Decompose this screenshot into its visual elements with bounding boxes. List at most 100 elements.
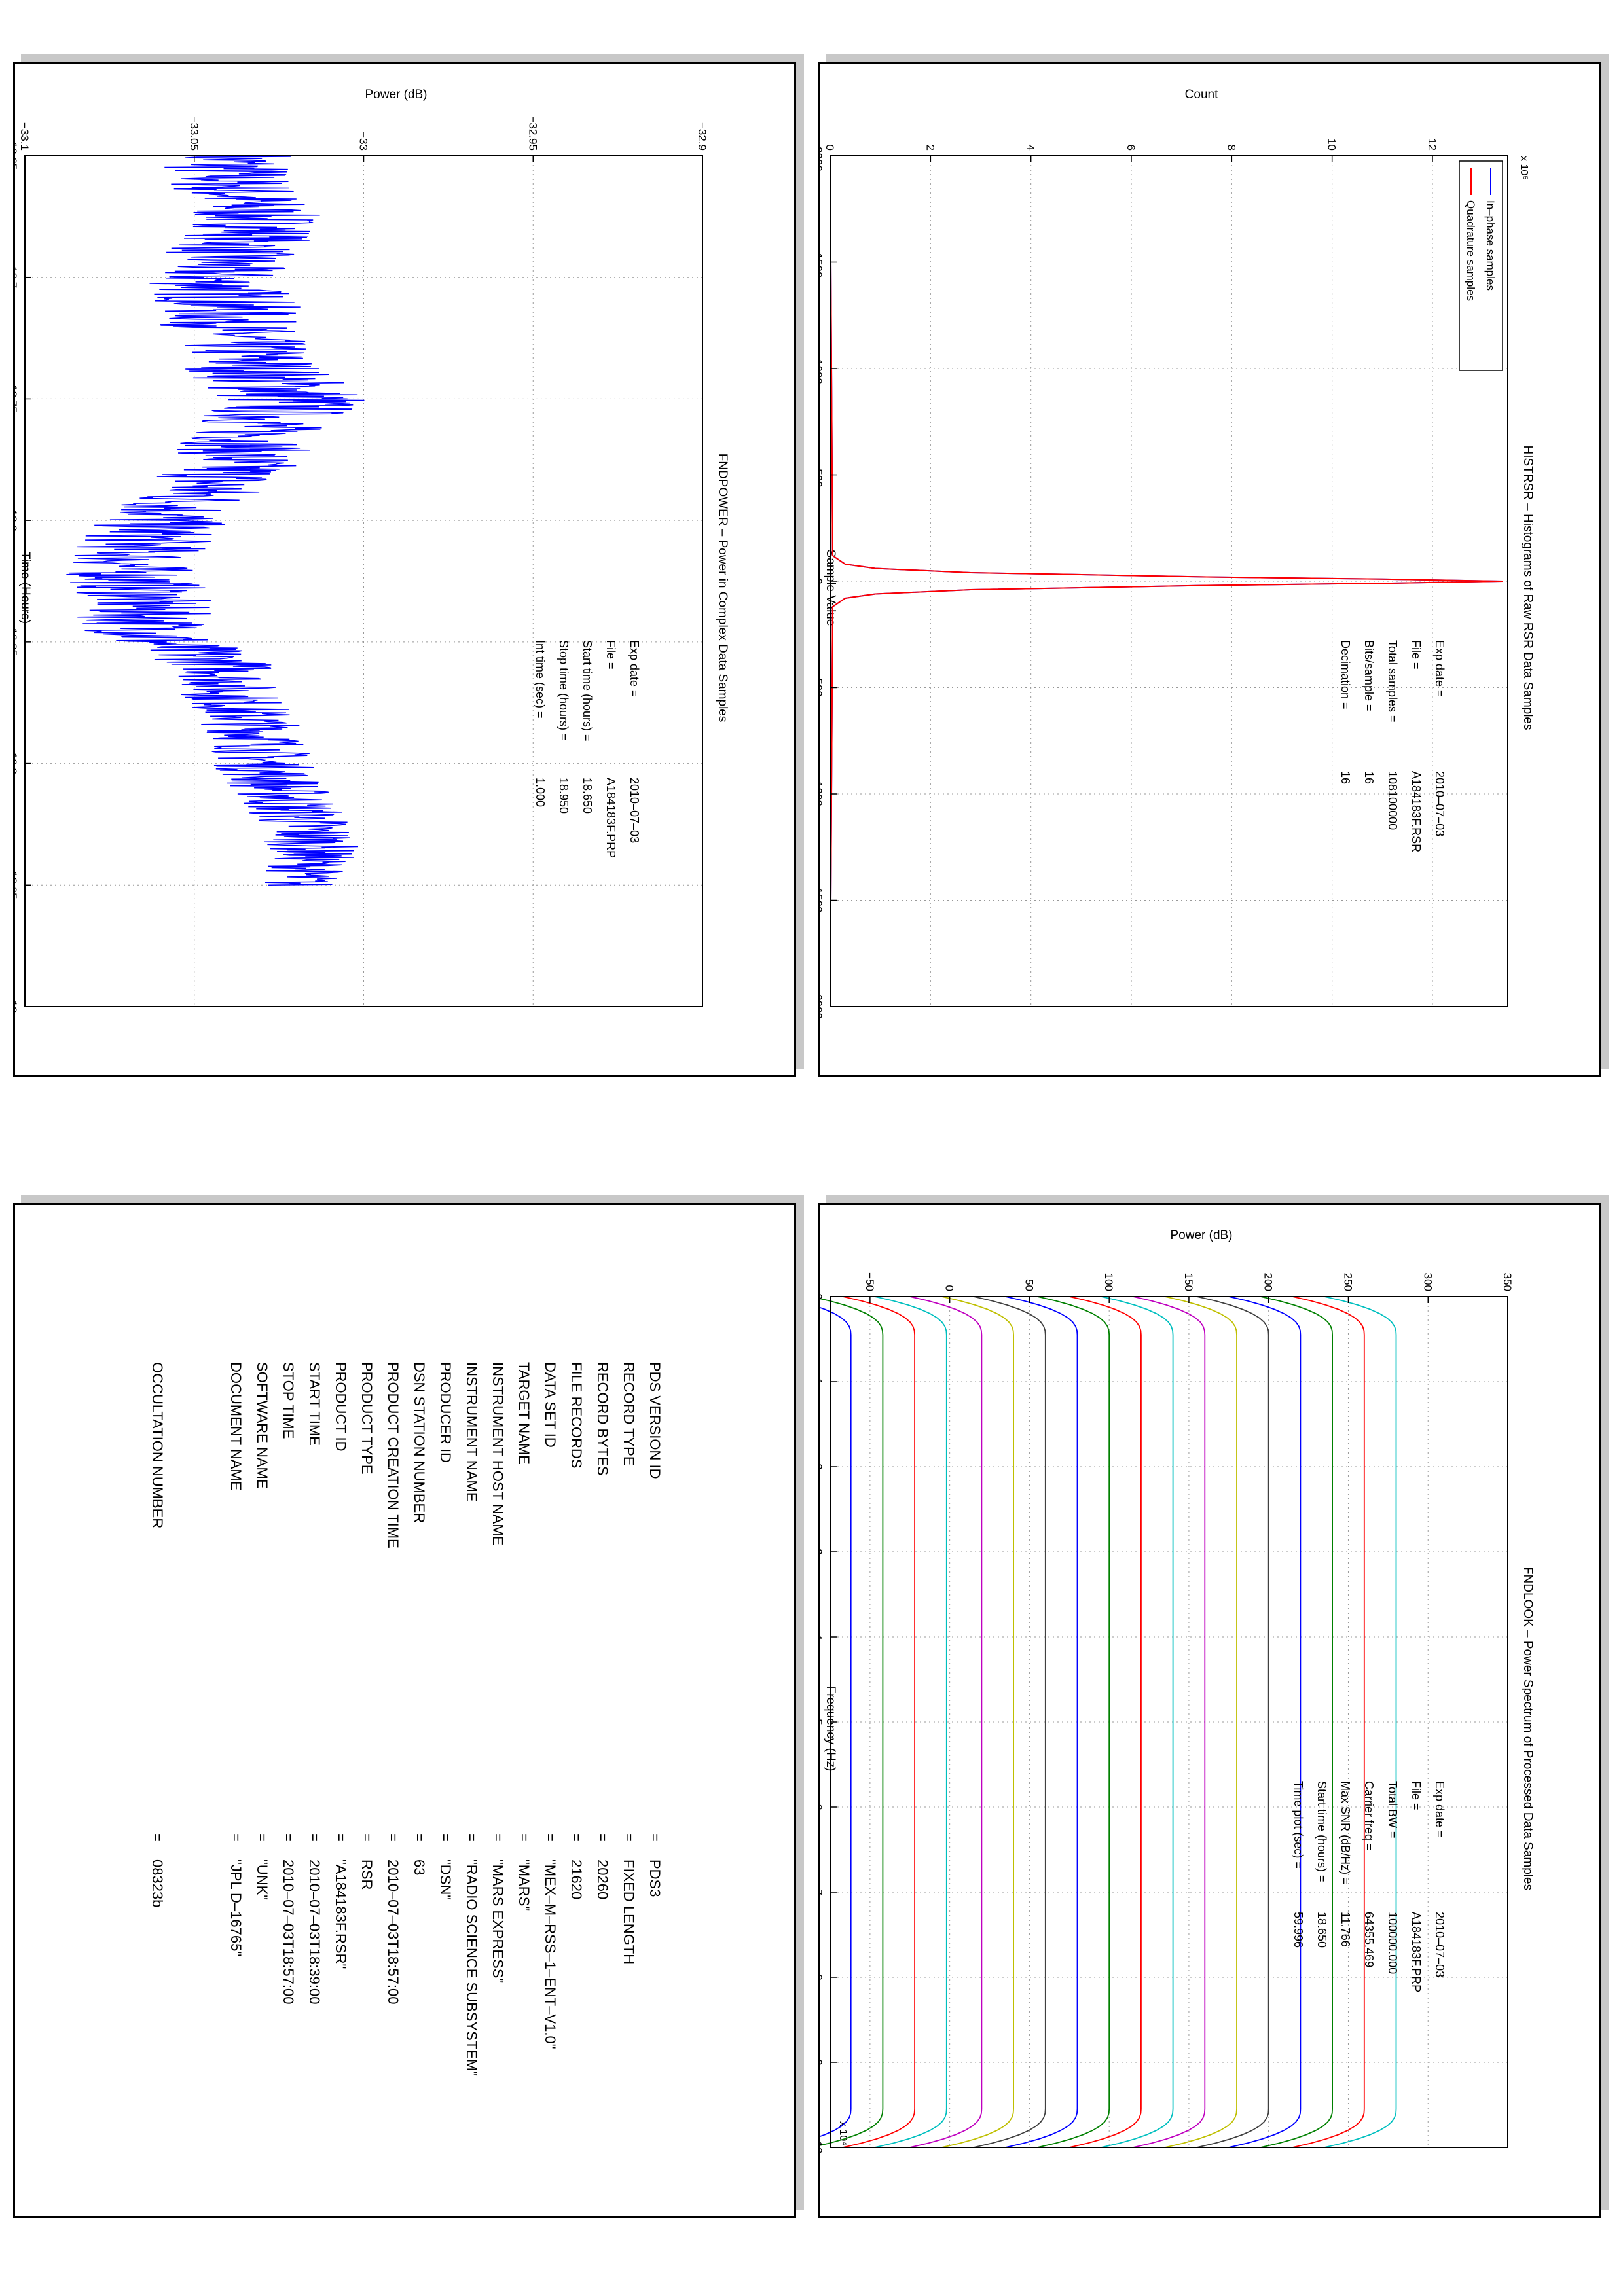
annotation-label: Total BW = bbox=[1386, 1781, 1399, 1839]
fndlook-series-line bbox=[1069, 1296, 1142, 2148]
fndpower-series-trace bbox=[66, 155, 365, 886]
hist-ytick-label: 2 bbox=[924, 145, 936, 151]
look-xtick-label: 3 bbox=[820, 1549, 824, 1554]
annotation-value: 18.650 bbox=[581, 778, 594, 814]
fndlook-series-line bbox=[874, 1296, 947, 2148]
label-value: RSR bbox=[359, 1859, 375, 1890]
fndlook-series-line bbox=[909, 1296, 983, 2148]
annotation-value: 2010–07–03 bbox=[1433, 771, 1446, 836]
look-ytick-label: 150 bbox=[1182, 1273, 1195, 1291]
label-value: 21620 bbox=[568, 1859, 585, 1900]
annotation-value: A184183F.PRP bbox=[1410, 1912, 1423, 1992]
annotation-label: File = bbox=[604, 640, 617, 670]
fndlook-series-line bbox=[1165, 1296, 1237, 2148]
power-ytick-label: −33 bbox=[357, 132, 370, 151]
label-key: PRODUCT ID bbox=[333, 1362, 349, 1452]
hist-xtick-label: −500 bbox=[820, 462, 824, 487]
histrsr-chart: HISTRSR – Histograms of Raw RSR Data Sam… bbox=[820, 88, 1535, 1019]
power-xtick-label: 18.65 bbox=[15, 142, 19, 170]
look-xtick-label: 6 bbox=[820, 1804, 824, 1810]
label-value: "UNK" bbox=[254, 1859, 270, 1901]
power-xtick-label: 18.7 bbox=[15, 266, 19, 288]
fndlook-series-line bbox=[1260, 1296, 1334, 2148]
hist-xtick-label: 0 bbox=[820, 578, 824, 584]
annotation-label: Carrier freq = bbox=[1362, 1781, 1376, 1851]
label-key: INSTRUMENT NAME bbox=[464, 1362, 480, 1502]
look-xtick-label: 4 bbox=[820, 1634, 824, 1640]
power-xtick-label: 18.85 bbox=[15, 628, 19, 656]
annotation-value: 108100000 bbox=[1386, 771, 1399, 830]
power-ytick-label: −33.05 bbox=[188, 117, 200, 151]
hist-ytick-label: 4 bbox=[1025, 145, 1037, 151]
label-value: "RADIO SCIENCE SUBSYSTEM" bbox=[464, 1859, 480, 2077]
fndlook-series-line bbox=[1037, 1296, 1110, 2148]
fndlook-series-line bbox=[973, 1296, 1046, 2148]
power-xtick-label: 18.8 bbox=[15, 510, 19, 531]
look-xtick-label: 2 bbox=[820, 1463, 824, 1469]
fndlook-ylabel: Power (dB) bbox=[1170, 1229, 1232, 1242]
fndlook-panel: FNDLOOK – Power Spectrum of Processed Da… bbox=[818, 1203, 1601, 2218]
annotation-label: Decimation = bbox=[1339, 640, 1352, 709]
power-ytick-label: −33.1 bbox=[18, 122, 31, 151]
hist-xtick-label: 500 bbox=[820, 678, 824, 696]
fndlook-series-line bbox=[1228, 1296, 1302, 2148]
label-key: PRODUCER ID bbox=[437, 1362, 454, 1463]
annotation-value: 18.650 bbox=[1315, 1912, 1328, 1948]
label-equals: = bbox=[437, 1833, 454, 1842]
power-xtick-label: 18.9 bbox=[15, 753, 19, 774]
label-key: START TIME bbox=[306, 1362, 323, 1446]
label-equals: = bbox=[149, 1833, 166, 1842]
label-equals: = bbox=[516, 1833, 532, 1842]
annotation-label: Exp date = bbox=[1433, 1781, 1446, 1838]
label-key: FILE RECORDS bbox=[568, 1362, 585, 1469]
label-equals: = bbox=[228, 1833, 244, 1842]
fndlook-annotations: Exp date = 2010–07–03 File = A184183F.PRP To… bbox=[1292, 1781, 1446, 1992]
histrsr-legend: In–phase samples Quadrature samples bbox=[1459, 160, 1503, 371]
annotation-label: Exp date = bbox=[1433, 640, 1446, 697]
look-xtick-label: 1 bbox=[820, 1378, 824, 1384]
hist-ytick-label: 10 bbox=[1326, 138, 1338, 151]
fndlook-series-line bbox=[1005, 1296, 1078, 2148]
label-value: FIXED LENGTH bbox=[621, 1859, 637, 1965]
look-ytick-label: −50 bbox=[864, 1272, 876, 1291]
annotation-label: Total samples = bbox=[1386, 640, 1399, 723]
histrsr-annotations: Exp date = 2010–07–03 File = A184183F.RSR To… bbox=[1339, 640, 1446, 852]
fndlook-series-line bbox=[1133, 1296, 1206, 2148]
label-key: DATA SET ID bbox=[542, 1362, 558, 1448]
power-xtick-label: 18.75 bbox=[15, 385, 19, 413]
label-equals: = bbox=[594, 1833, 611, 1842]
label-value: 2010–07–03T18:57:00 bbox=[385, 1859, 401, 2005]
label-equals: = bbox=[568, 1833, 585, 1842]
look-xtick-label: 0 bbox=[820, 1293, 824, 1299]
label-value: "MARS EXPRESS" bbox=[490, 1859, 506, 1984]
hist-xtick-label: −2000 bbox=[820, 140, 824, 171]
label-key: PRODUCT CREATION TIME bbox=[385, 1362, 401, 1549]
look-xtick-label: 8 bbox=[820, 1974, 824, 1980]
hist-xtick-label: −1000 bbox=[820, 353, 824, 384]
label-value: 63 bbox=[411, 1859, 428, 1876]
label-value: 2010–07–03T18:39:00 bbox=[306, 1859, 323, 2005]
label-value: "MEX–M–RSS–1–ENT–V1.0" bbox=[542, 1859, 558, 2049]
annotation-label: Time plot (sec) = bbox=[1292, 1781, 1305, 1869]
fndpower-title: FNDPOWER – Power in Complex Data Samples bbox=[716, 454, 729, 723]
hist-ytick-label: 12 bbox=[1426, 138, 1438, 151]
label-equals: = bbox=[306, 1833, 323, 1842]
label-key: RECORD TYPE bbox=[621, 1362, 637, 1466]
annotation-label: Bits/sample = bbox=[1362, 640, 1376, 711]
label-equals: = bbox=[621, 1833, 637, 1842]
legend-quadrature-label: Quadrature samples bbox=[1465, 200, 1477, 301]
fndpower-ylabel: Power (dB) bbox=[365, 88, 427, 101]
annotation-label: Start time (hours) = bbox=[581, 640, 594, 742]
label-equals: = bbox=[280, 1833, 297, 1842]
label-value: 20260 bbox=[594, 1859, 611, 1900]
annotation-value: 2010–07–03 bbox=[628, 778, 641, 843]
look-ytick-label: 300 bbox=[1421, 1273, 1434, 1291]
annotation-value: A184183F.RSR bbox=[1410, 771, 1423, 852]
label-value: 08323b bbox=[149, 1859, 166, 1908]
annotation-value: 16 bbox=[1339, 771, 1352, 784]
label-key: DSN STATION NUMBER bbox=[411, 1362, 428, 1524]
label-equals: = bbox=[542, 1833, 558, 1842]
hist-xtick-label: 1000 bbox=[820, 781, 824, 806]
power-ytick-label: −32.95 bbox=[526, 117, 539, 151]
annotation-value: 59.996 bbox=[1292, 1912, 1305, 1948]
